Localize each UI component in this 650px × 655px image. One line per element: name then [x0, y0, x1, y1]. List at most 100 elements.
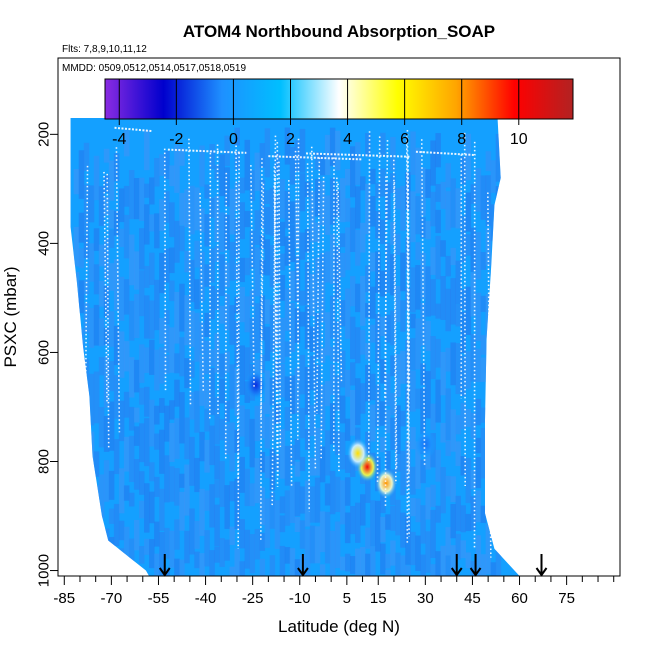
heatmap-cell	[99, 318, 105, 346]
heatmap-cell	[149, 492, 155, 524]
heatmap-cell	[450, 476, 456, 502]
heatmap-cell	[84, 563, 90, 613]
heatmap-cell	[144, 266, 150, 288]
heatmap-cell	[209, 368, 215, 415]
heatmap-cell	[79, 280, 85, 313]
heatmap-cell	[300, 233, 306, 260]
heatmap-cell	[94, 541, 100, 580]
heatmap-cell	[119, 331, 125, 377]
heatmap-cell	[325, 251, 331, 282]
heatmap-cell	[290, 147, 296, 185]
heatmap-cell	[239, 202, 245, 239]
heatmap-cell	[194, 552, 200, 569]
heatmap-cell	[430, 564, 436, 582]
heatmap-cell	[79, 499, 85, 517]
heatmap-cell	[229, 364, 235, 408]
heatmap-cell	[435, 551, 441, 582]
heatmap-cell	[375, 501, 381, 552]
x-tick-label: 30	[417, 590, 434, 607]
heatmap-cell	[229, 481, 235, 501]
heatmap-cell	[461, 505, 467, 532]
heatmap-cell	[466, 409, 472, 427]
heatmap-cell	[184, 251, 190, 272]
heatmap-cell	[365, 365, 371, 402]
heatmap-cell	[265, 299, 271, 324]
heatmap-cell	[285, 407, 291, 431]
heatmap-cell	[390, 540, 396, 565]
heatmap-cell	[466, 234, 472, 255]
heatmap-cell	[320, 385, 326, 431]
heatmap-cell	[415, 265, 421, 310]
heatmap-cell	[244, 469, 250, 506]
heatmap-cell	[159, 489, 165, 531]
heatmap-cell	[134, 294, 140, 338]
heatmap-cell	[144, 483, 150, 532]
heatmap-cell	[224, 294, 230, 330]
chart-subtitle: Flts: 7,8,9,10,11,12	[62, 44, 147, 55]
heatmap-cell	[204, 530, 210, 566]
heatmap-cell	[179, 474, 185, 488]
colorbar-tick-label: 8	[457, 131, 466, 148]
y-tick-label: 400	[36, 231, 53, 256]
heatmap-cell	[84, 508, 90, 547]
heatmap-cell	[280, 222, 286, 246]
heatmap-cell	[189, 311, 195, 347]
heatmap-cell	[79, 385, 85, 432]
heatmap-cell	[74, 272, 80, 319]
heatmap-cell	[229, 527, 235, 545]
heatmap-cell	[476, 491, 482, 523]
heatmap-cell	[345, 169, 351, 186]
y-tick-label: 1000	[36, 554, 53, 587]
heatmap-cell	[350, 317, 356, 359]
heatmap-cell	[149, 253, 155, 285]
heatmap-cell	[134, 520, 140, 550]
heatmap-cell	[94, 451, 100, 476]
heatmap-cell	[450, 278, 456, 324]
heatmap-cell	[239, 405, 245, 436]
heatmap-cell	[144, 387, 150, 417]
x-axis-label: Latitude (deg N)	[278, 617, 400, 636]
chart-annotation: MMDD: 0509,0512,0514,0517,0518,0519	[62, 63, 246, 74]
heatmap-cell	[109, 229, 115, 248]
heatmap-cell	[139, 228, 145, 269]
heatmap-cell	[79, 150, 85, 199]
heatmap-cell	[300, 173, 306, 211]
heatmap-cell	[139, 178, 145, 221]
heatmap-cell	[255, 210, 261, 245]
heatmap-cell	[350, 208, 356, 252]
heatmap-cell	[445, 348, 451, 372]
heatmap-cell	[476, 168, 482, 211]
heatmap-cell	[134, 408, 140, 423]
heatmap-cell	[280, 275, 286, 301]
heatmap-cell	[405, 516, 411, 565]
heatmap-cell	[300, 408, 306, 438]
heatmap-cell	[300, 129, 306, 173]
heatmap-cell	[370, 196, 376, 227]
heatmap-cell	[295, 308, 301, 343]
heatmap-cell	[300, 355, 306, 394]
heatmap-cell	[184, 295, 190, 345]
heatmap-cell	[355, 327, 361, 363]
heatmap-cell	[491, 356, 497, 400]
heatmap-cell	[345, 554, 351, 572]
heatmap-cell	[204, 313, 210, 337]
heatmap-cell	[345, 198, 351, 221]
heatmap-cell	[224, 263, 230, 288]
heatmap-cell	[169, 400, 175, 419]
heatmap-cell	[174, 221, 180, 263]
x-tick-label: -40	[195, 590, 217, 607]
heatmap-cell	[330, 471, 336, 514]
heatmap-cell	[310, 458, 316, 476]
heatmap-cell	[275, 500, 281, 549]
heatmap-cell	[164, 406, 170, 442]
heatmap-cell	[360, 383, 366, 413]
heatmap-cell	[290, 482, 296, 523]
heatmap-cell	[99, 474, 105, 518]
heatmap-cell	[390, 418, 396, 450]
heatmap-cell	[300, 457, 306, 471]
heatmap-cell	[486, 151, 492, 171]
heatmap-cell	[194, 521, 200, 549]
heatmap-cell	[280, 318, 286, 363]
heatmap-cell	[154, 350, 160, 391]
heatmap-cell	[84, 143, 90, 171]
